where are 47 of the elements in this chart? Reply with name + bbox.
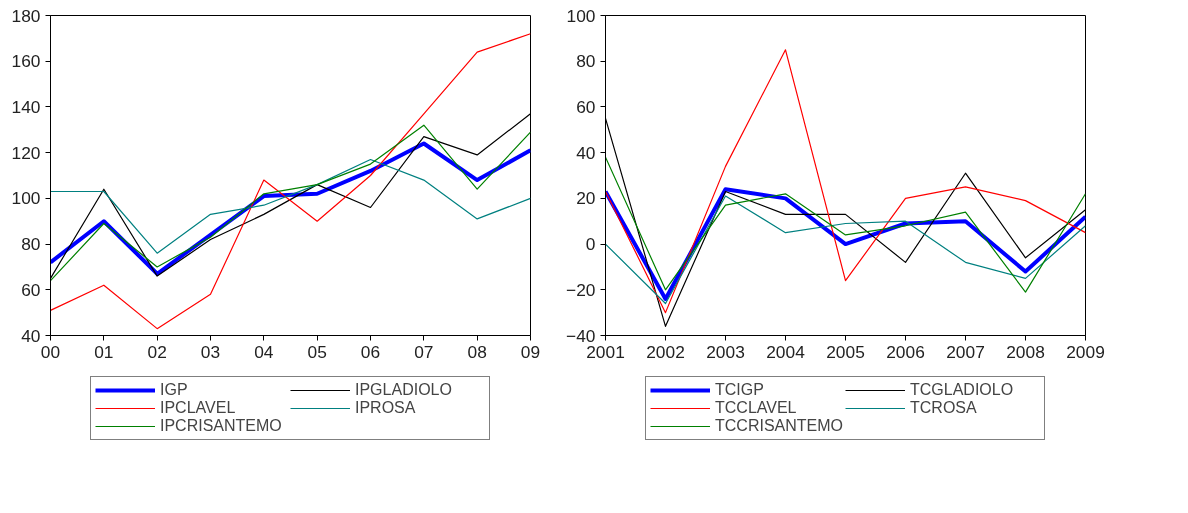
legend-label: IGP — [160, 380, 189, 399]
y-tick-label: 100 — [11, 188, 41, 209]
y-tick-label: −20 — [566, 279, 596, 300]
x-tick-label: 2005 — [826, 341, 865, 362]
x-tick-label: 2009 — [1066, 341, 1105, 362]
x-tick-label: 08 — [467, 341, 487, 362]
x-tick-label: 2002 — [646, 341, 685, 362]
line-series — [50, 158, 531, 254]
legend-label: TCGLADIOLO — [910, 380, 1015, 399]
y-tick-label: 0 — [585, 234, 596, 255]
y-tick-label: 100 — [566, 5, 596, 26]
x-tick-label: 05 — [307, 341, 327, 362]
x-tick-label: 2006 — [886, 341, 925, 362]
x-tick-label: 03 — [200, 341, 221, 362]
y-tick-label: 40 — [576, 142, 596, 163]
x-tick-label: 04 — [254, 341, 274, 362]
x-tick-label: 2007 — [946, 341, 985, 362]
legend-label: TCROSA — [910, 398, 978, 417]
y-tick-label: 60 — [576, 96, 596, 117]
x-tick-label: 00 — [40, 341, 61, 362]
legend-label: TCIGP — [715, 380, 765, 399]
legend-label: TCCLAVEL — [715, 398, 798, 417]
line-series — [605, 49, 1086, 314]
y-tick-label: 40 — [21, 325, 41, 346]
legend-label: IPCLAVEL — [160, 398, 237, 417]
y-tick-label: 20 — [576, 188, 596, 209]
line-series — [605, 156, 1086, 293]
x-tick-label: 02 — [147, 341, 167, 362]
x-tick-label: 2004 — [766, 341, 806, 362]
x-tick-label: 01 — [94, 341, 114, 362]
legend-label: IPGLADIOLO — [355, 380, 453, 399]
y-tick-label: 80 — [21, 234, 41, 255]
x-tick-label: 09 — [520, 341, 541, 362]
x-tick-label: 2008 — [1006, 341, 1045, 362]
y-tick-label: 80 — [576, 51, 596, 72]
y-tick-label: 140 — [11, 96, 41, 117]
legend-label: TCCRISANTEMO — [715, 416, 844, 435]
y-tick-label: 60 — [21, 279, 41, 300]
y-tick-label: 180 — [11, 5, 41, 26]
x-tick-label: 07 — [414, 341, 434, 362]
line-series — [50, 33, 531, 330]
legend-label: IPROSA — [355, 398, 417, 417]
y-tick-label: 160 — [11, 51, 41, 72]
y-tick-label: 120 — [11, 142, 41, 163]
legend-label: IPCRISANTEMO — [160, 416, 283, 435]
x-tick-label: 2003 — [706, 341, 745, 362]
x-tick-label: 06 — [360, 341, 381, 362]
